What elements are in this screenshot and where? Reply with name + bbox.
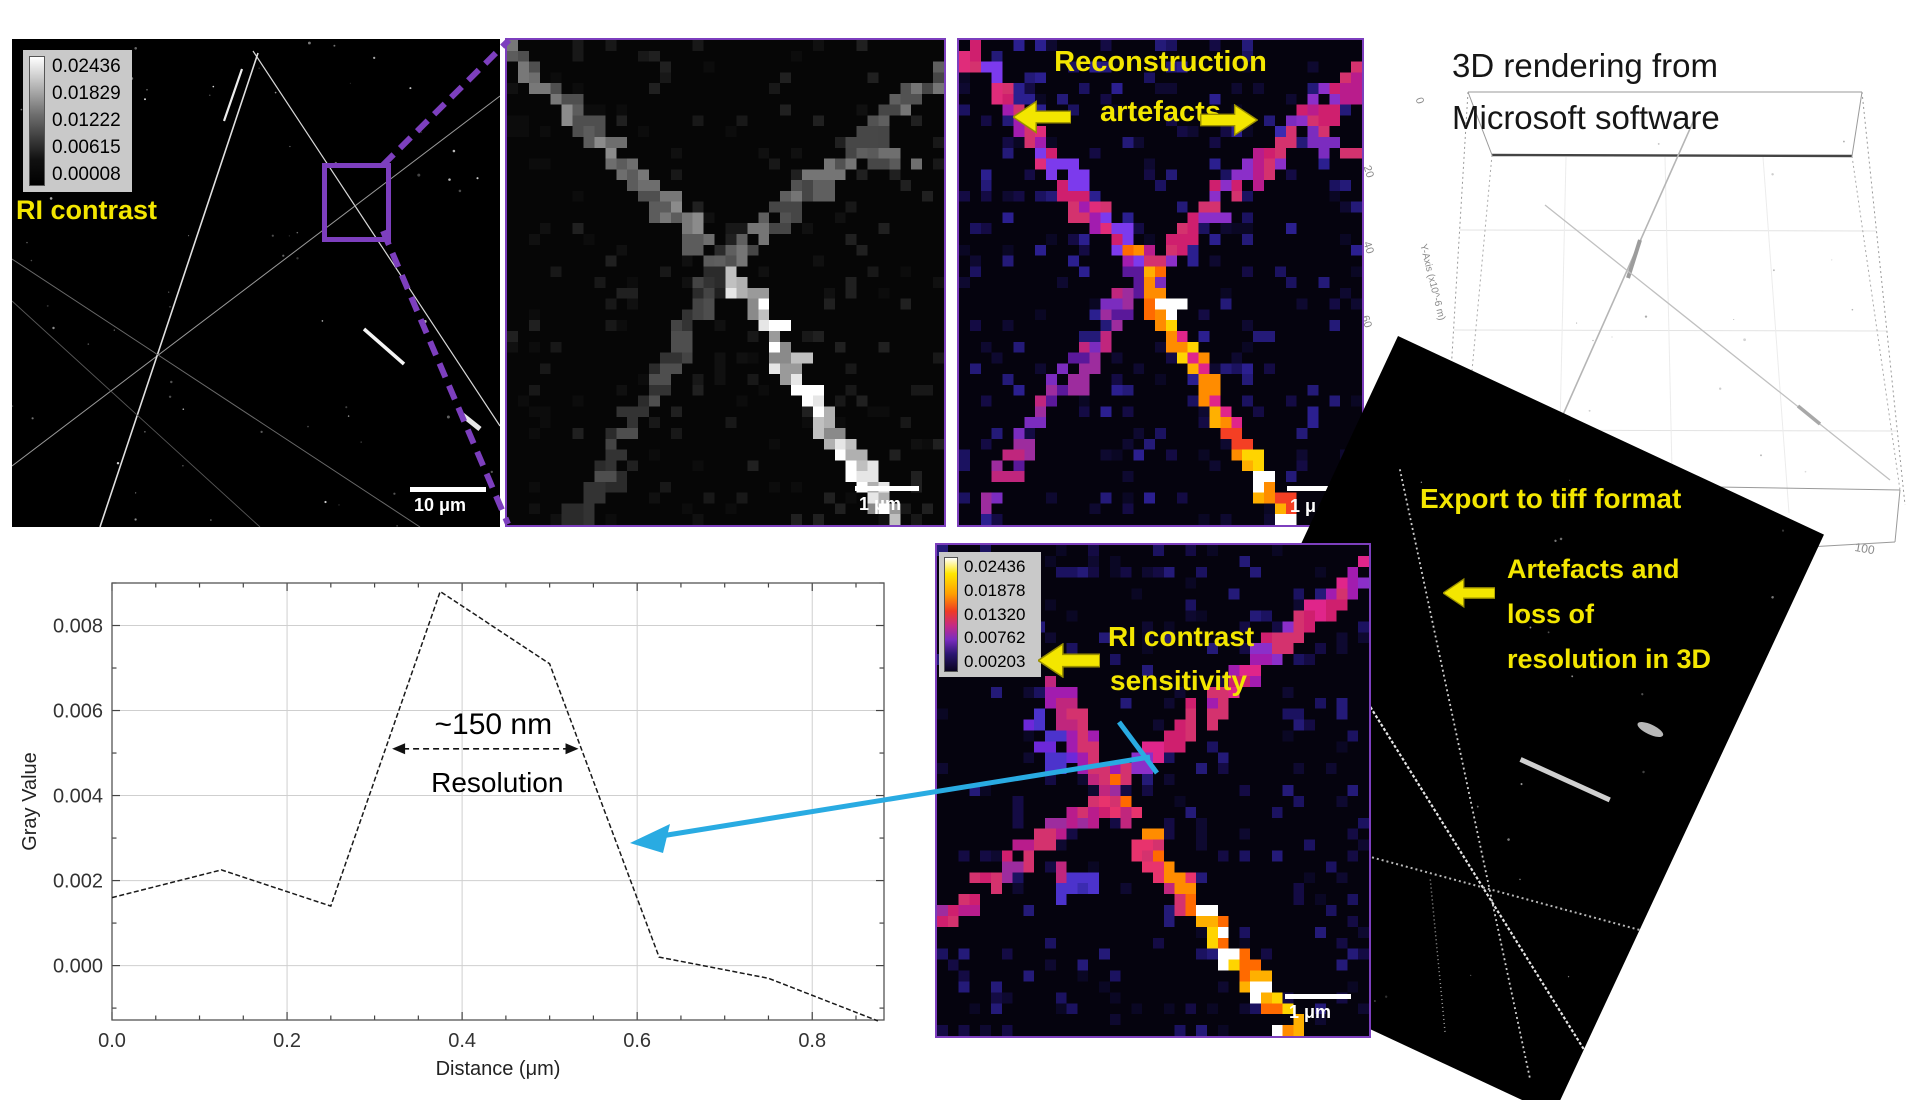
scale-bar bbox=[1285, 994, 1351, 999]
scale-bar bbox=[855, 486, 919, 491]
colorbar-sensitivity: 0.02436 0.01878 0.01320 0.00762 0.00203 bbox=[939, 552, 1041, 677]
colorbar-value: 0.02436 bbox=[964, 557, 1026, 576]
colorbar-value: 0.02436 bbox=[52, 56, 121, 77]
scale-bar-label: 1 μm bbox=[859, 494, 902, 514]
svg-text:Resolution: Resolution bbox=[431, 767, 563, 798]
3d-render-title-line1: 3D rendering from bbox=[1452, 47, 1718, 84]
scale-bar bbox=[1287, 486, 1335, 491]
colorbar-ri-contrast: 0.02436 0.01829 0.01222 0.00615 0.00008 bbox=[23, 50, 132, 192]
colorbar-value: 0.00008 bbox=[52, 164, 121, 185]
svg-text:0.000: 0.000 bbox=[53, 956, 103, 978]
arrow-right-icon bbox=[1200, 104, 1258, 136]
colorbar-gradient-plasma bbox=[944, 557, 958, 672]
colorbar-value: 0.01878 bbox=[964, 580, 1026, 600]
reconstruction-label-line1: Reconstruction bbox=[1054, 46, 1267, 78]
scale-bar-label: 1 μ bbox=[1290, 496, 1317, 516]
colorbar-gradient-gray bbox=[29, 56, 45, 186]
svg-text:~150 nm: ~150 nm bbox=[435, 708, 553, 741]
3d-render-title: 3D rendering from Microsoft software bbox=[1452, 40, 1720, 144]
svg-text:0.2: 0.2 bbox=[273, 1030, 301, 1052]
artefacts-3d-line2: loss of bbox=[1507, 599, 1595, 629]
artefacts-3d-annotation: Artefacts and loss of resolution in 3D bbox=[1507, 547, 1711, 682]
colorbar-value: 0.01829 bbox=[52, 83, 121, 104]
artefacts-3d-line3: resolution in 3D bbox=[1507, 644, 1712, 674]
svg-text:0.4: 0.4 bbox=[448, 1030, 476, 1052]
scale-bar-label: 1 μm bbox=[1289, 1002, 1332, 1022]
arrow-left-icon bbox=[1038, 643, 1100, 678]
arrow-left-icon bbox=[1013, 100, 1071, 134]
zoom-region-box bbox=[322, 163, 391, 242]
svg-text:0.004: 0.004 bbox=[53, 786, 103, 808]
ri-contrast-label: RI contrast bbox=[16, 195, 158, 225]
svg-text:0.0: 0.0 bbox=[98, 1030, 126, 1052]
svg-text:0.8: 0.8 bbox=[798, 1030, 826, 1052]
svg-text:0.006: 0.006 bbox=[53, 701, 103, 723]
panel-zoom-grayscale: 1 μm bbox=[505, 38, 946, 527]
svg-text:Gray Value: Gray Value bbox=[19, 752, 41, 851]
scale-bar bbox=[410, 487, 486, 492]
colorbar-values: 0.02436 0.01829 0.01222 0.00615 0.00008 bbox=[52, 56, 121, 186]
colorbar-value: 0.01320 bbox=[964, 604, 1026, 624]
sensitivity-label-line2: sensitivity bbox=[1110, 665, 1247, 696]
sensitivity-label-line1: RI contrast bbox=[1108, 621, 1255, 652]
svg-text:0.6: 0.6 bbox=[623, 1030, 651, 1052]
pixelated-grayscale-canvas bbox=[507, 40, 944, 525]
svg-text:0.008: 0.008 bbox=[53, 616, 103, 638]
colorbar-value: 0.00615 bbox=[52, 137, 121, 158]
panel-reconstruction-artefacts: Reconstruction artefacts 1 μ bbox=[957, 38, 1364, 527]
colorbar-value: 0.00762 bbox=[964, 628, 1026, 648]
panel-ri-sensitivity: 0.02436 0.01878 0.01320 0.00762 0.00203 … bbox=[935, 543, 1371, 1038]
arrow-left-icon bbox=[1443, 577, 1495, 609]
svg-text:Distance (μm): Distance (μm) bbox=[436, 1058, 561, 1080]
artefacts-3d-line1: Artefacts and bbox=[1507, 554, 1680, 584]
line-profile-chart: 0.0 0.2 0.4 0.6 0.8 0.000 0.002 0.004 0.006 0.008… bbox=[19, 582, 885, 1080]
export-tiff-label: Export to tiff format bbox=[1420, 483, 1682, 514]
colorbar-value: 0.01222 bbox=[52, 110, 121, 131]
3d-render-title-line2: Microsoft software bbox=[1452, 99, 1720, 136]
colorbar-value: 0.00203 bbox=[964, 652, 1026, 671]
svg-text:0.002: 0.002 bbox=[53, 871, 103, 893]
scale-bar-label: 10 μm bbox=[414, 495, 467, 515]
colorbar-values: 0.02436 0.01878 0.01320 0.00762 0.00203 bbox=[964, 557, 1025, 672]
panel-ri-contrast: 0.02436 0.01829 0.01222 0.00615 0.00008 … bbox=[12, 39, 500, 527]
